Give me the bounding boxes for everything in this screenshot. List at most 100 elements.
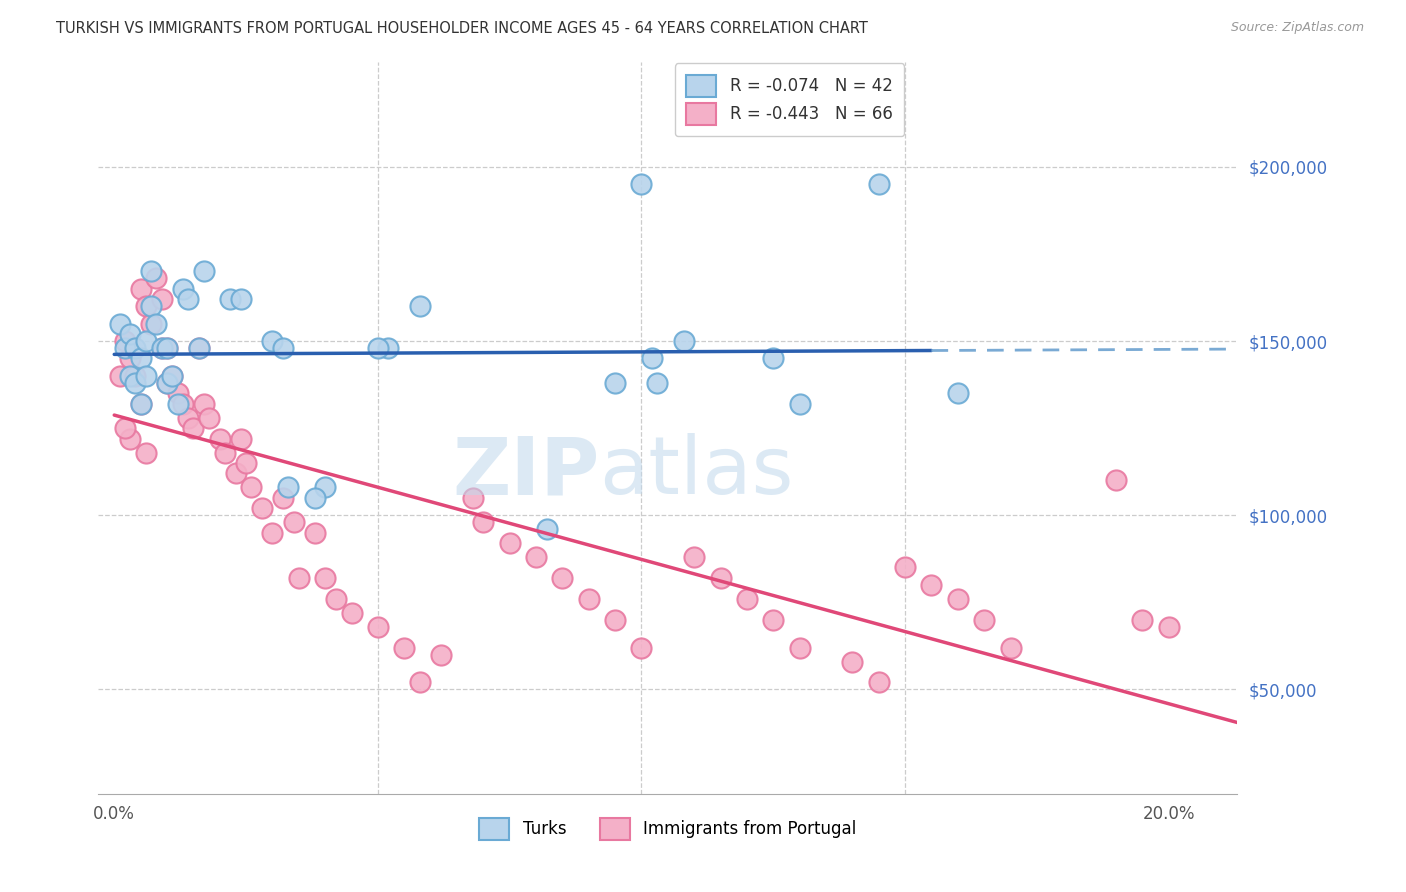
Text: atlas: atlas [599,433,794,511]
Point [461,491,484,505]
Point [124,368,146,383]
Point [214,445,236,459]
Point [304,525,326,540]
Point [135,334,157,348]
Point [208,432,231,446]
Point [630,640,652,655]
Point [946,591,969,606]
Point [135,299,157,313]
Point [641,351,664,366]
Point [177,410,200,425]
Point [156,341,179,355]
Point [124,341,146,355]
Point [120,327,141,342]
Point [183,421,205,435]
Point [240,480,263,494]
Point [340,606,363,620]
Point [262,525,284,540]
Point [156,341,179,355]
Point [868,675,890,690]
Point [120,351,141,366]
Point [921,578,943,592]
Point [250,501,273,516]
Point [198,410,221,425]
Point [762,351,785,366]
Point [536,522,558,536]
Point [156,376,179,390]
Point [150,293,173,307]
Point [377,341,399,355]
Point [409,675,432,690]
Point [141,299,163,313]
Point [193,397,215,411]
Legend: Turks, Immigrants from Portugal: Turks, Immigrants from Portugal [468,806,868,851]
Point [120,368,141,383]
Point [114,341,136,355]
Point [135,368,157,383]
Point [288,571,311,585]
Point [394,640,416,655]
Point [1157,620,1180,634]
Point [141,264,163,278]
Point [124,376,146,390]
Point [229,432,252,446]
Point [271,341,294,355]
Point [129,351,152,366]
Point [114,334,136,348]
Point [304,491,326,505]
Text: ZIP: ZIP [453,433,599,511]
Point [735,591,758,606]
Point [145,317,167,331]
Point [172,397,194,411]
Point [894,560,917,574]
Point [409,299,432,313]
Point [283,515,305,529]
Point [367,341,389,355]
Point [129,282,152,296]
Point [973,613,995,627]
Point [578,591,600,606]
Point [172,282,194,296]
Point [277,480,299,494]
Point [710,571,733,585]
Point [762,613,785,627]
Point [1105,474,1128,488]
Point [647,376,669,390]
Point [156,376,179,390]
Point [868,178,890,192]
Point [430,648,453,662]
Point [135,445,157,459]
Point [325,591,347,606]
Point [187,341,209,355]
Point [672,334,695,348]
Point [605,613,627,627]
Point [150,341,173,355]
Point [841,655,863,669]
Point [262,334,284,348]
Point [225,467,247,481]
Point [314,480,336,494]
Point [145,271,167,285]
Point [551,571,574,585]
Point [108,368,131,383]
Point [162,368,183,383]
Point [129,397,152,411]
Point [235,456,257,470]
Point [472,515,495,529]
Point [114,421,136,435]
Point [166,397,188,411]
Point [219,293,242,307]
Point [683,549,706,564]
Point [120,432,141,446]
Point [108,317,131,331]
Point [229,293,252,307]
Point [162,368,183,383]
Point [789,640,811,655]
Point [946,386,969,401]
Point [271,491,294,505]
Point [499,536,522,550]
Text: TURKISH VS IMMIGRANTS FROM PORTUGAL HOUSEHOLDER INCOME AGES 45 - 64 YEARS CORREL: TURKISH VS IMMIGRANTS FROM PORTUGAL HOUS… [56,21,868,37]
Point [605,376,627,390]
Point [367,620,389,634]
Point [524,549,547,564]
